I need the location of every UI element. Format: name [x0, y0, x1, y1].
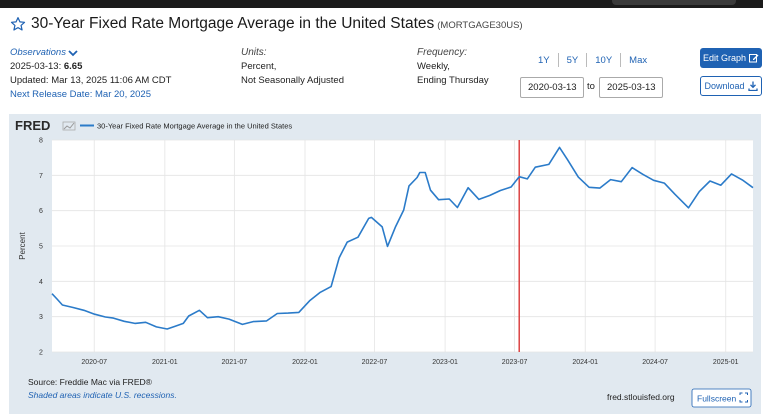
- range-separator: [586, 53, 588, 67]
- observations-panel: Observations 2025-03-13: 6.65 Updated: M…: [10, 46, 171, 102]
- source-text: Source: Freddie Mac via FRED®: [28, 377, 153, 387]
- x-tick-label: 2023-01: [432, 359, 458, 366]
- x-tick-label: 2022-07: [362, 359, 388, 366]
- fullscreen-label: Fullscreen: [697, 394, 736, 404]
- observations-dropdown[interactable]: Observations: [10, 46, 171, 60]
- y-tick-label: 5: [39, 244, 43, 251]
- y-tick-label: 4: [39, 279, 43, 286]
- x-tick-label: 2024-01: [572, 359, 598, 366]
- frequency-label: Frequency:: [417, 47, 468, 58]
- chevron-down-icon: [68, 50, 78, 57]
- star-icon[interactable]: [10, 16, 26, 32]
- range-10y-button[interactable]: 10Y: [595, 54, 613, 66]
- range-separator: [620, 53, 622, 67]
- page-title: 30-Year Fixed Rate Mortgage Average in t…: [31, 15, 435, 32]
- download-icon: [747, 81, 758, 91]
- frequency-line-1: Weekly,: [417, 61, 450, 72]
- units-label: Units:: [241, 47, 267, 58]
- units-line-1: Percent,: [241, 61, 277, 72]
- y-axis-label: Percent: [18, 231, 27, 259]
- edit-graph-label: Edit Graph: [702, 53, 747, 63]
- range-1y-button[interactable]: 1Y: [538, 54, 550, 66]
- x-tick-label: 2020-07: [81, 359, 107, 366]
- fullscreen-icon: [739, 392, 748, 403]
- y-tick-label: 7: [39, 173, 43, 180]
- range-separator: [557, 53, 559, 67]
- edit-graph-button[interactable]: Edit Graph: [700, 48, 762, 68]
- legend-label: 30-Year Fixed Rate Mortgage Average in t…: [97, 122, 292, 131]
- x-tick-label: 2022-01: [292, 359, 318, 366]
- next-release-text: Next Release Date: Mar 20, 2025: [10, 89, 151, 100]
- observation-value: 6.65: [63, 61, 83, 72]
- fred-logo[interactable]: FRED: [15, 118, 50, 133]
- x-tick-label: 2021-01: [152, 359, 178, 366]
- y-tick-labels: 2 3 4 5 6 7 8: [39, 138, 43, 357]
- fred-logo-chart-icon: [62, 121, 76, 131]
- series-id: (MORTGAGE30US): [437, 20, 523, 31]
- site-url[interactable]: fred.stlouisfed.org: [607, 392, 675, 402]
- range-buttons: 1Y 5Y 10Y Max: [530, 53, 655, 67]
- start-date-input[interactable]: 2020-03-13: [520, 77, 584, 98]
- x-tick-label: 2024-07: [642, 359, 668, 366]
- edit-icon: [749, 54, 759, 63]
- grid-layer: [52, 139, 753, 353]
- download-button[interactable]: Download: [700, 76, 762, 96]
- observation-date: 2025-03-13:: [10, 61, 62, 72]
- latest-observation: 2025-03-13: 6.65: [10, 60, 171, 74]
- chart-svg[interactable]: FRED 30-Year Fixed Rate Mortgage Average…: [9, 114, 761, 414]
- frequency-line-2: Ending Thursday: [417, 75, 489, 86]
- download-label: Download: [704, 81, 745, 91]
- chart-frame: FRED 30-Year Fixed Rate Mortgage Average…: [9, 114, 761, 414]
- units-panel: Units: Percent, Not Seasonally Adjusted: [241, 46, 344, 88]
- updated-text: Updated: Mar 13, 2025 11:06 AM CDT: [10, 75, 172, 86]
- window-top-bar: [0, 0, 763, 8]
- y-tick-label: 8: [39, 138, 43, 145]
- observations-label: Observations: [10, 47, 66, 58]
- top-bar-tab: [612, 0, 736, 5]
- end-date-input[interactable]: 2025-03-13: [599, 77, 663, 98]
- range-5y-button[interactable]: 5Y: [566, 54, 579, 66]
- x-tick-label: 2021-07: [222, 359, 248, 366]
- fullscreen-button-bg: [691, 388, 752, 408]
- y-tick-label: 6: [39, 208, 43, 215]
- series-line: [51, 146, 754, 330]
- recession-note[interactable]: Shaded areas indicate U.S. recessions.: [28, 390, 177, 400]
- x-tick-label: 2025-01: [713, 359, 739, 366]
- y-tick-label: 2: [39, 350, 43, 357]
- frequency-panel: Frequency: Weekly, Ending Thursday: [417, 46, 489, 88]
- title-row: 30-Year Fixed Rate Mortgage Average in t…: [10, 13, 523, 35]
- x-tick-label: 2023-07: [502, 359, 528, 366]
- range-max-button[interactable]: Max: [629, 54, 648, 66]
- x-tick-labels: 2020-07 2021-01 2021-07 2022-01 2022-07 2023-…: [81, 359, 738, 366]
- date-range-to-label: to: [587, 81, 595, 92]
- y-tick-label: 3: [39, 314, 43, 321]
- units-line-2: Not Seasonally Adjusted: [241, 75, 344, 86]
- fullscreen-button[interactable]: Fullscreen: [691, 388, 752, 408]
- series-layer: [51, 146, 754, 330]
